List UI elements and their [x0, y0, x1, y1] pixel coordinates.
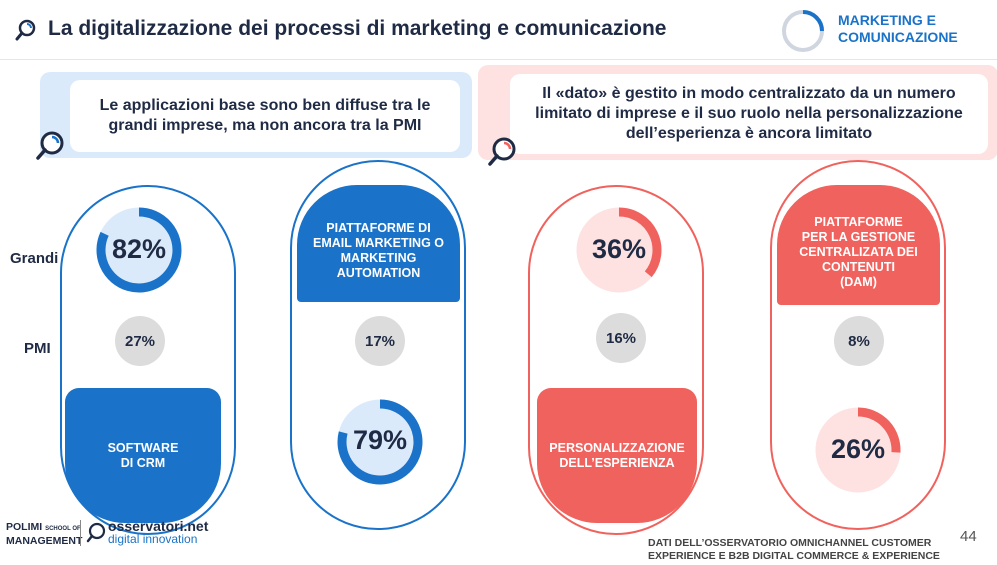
row-label-grandi: Grandi [10, 250, 59, 267]
grandi-value-dam: 26% [830, 434, 886, 464]
pmi-value-personalizzazione: 16% [596, 313, 646, 363]
callout-left: Le applicazioni base sono ben diffuse tr… [70, 80, 460, 152]
page-title: La digitalizzazione dei processi di mark… [48, 17, 667, 40]
pmi-value-crm: 27% [115, 316, 165, 366]
magnifier-icon [34, 130, 66, 167]
search-icon [14, 18, 38, 47]
section-ring-icon [780, 8, 826, 59]
category-box-dam: PIATTAFORME PER LA GESTIONE CENTRALIZATA… [777, 185, 940, 305]
page-number: 44 [960, 528, 977, 545]
pmi-value-dam: 8% [834, 316, 884, 366]
column-outline-dam [770, 160, 946, 530]
logo-osservatori: osservatori.net digital innovation [108, 518, 209, 546]
grandi-value-personalizzazione: 36% [591, 234, 647, 264]
category-box-personalizzazione: PERSONALIZZAZIONE DELL’ESPERIENZA [537, 388, 697, 523]
source-note: DATI DELL’OSSERVATORIO OMNICHANNEL CUSTO… [648, 537, 940, 562]
title-bar [0, 0, 997, 60]
column-outline-email [290, 160, 466, 530]
row-label-pmi: PMI [24, 340, 51, 357]
logo-polimi: POLIMI SCHOOL OF MANAGEMENT [6, 521, 83, 547]
callout-right: Il «dato» è gestito in modo centralizzat… [510, 74, 988, 154]
grandi-value-email: 79% [352, 425, 408, 455]
pmi-value-email: 17% [355, 316, 405, 366]
logo-divider [80, 520, 81, 546]
column-outline-personalizzazione [528, 185, 704, 535]
grandi-value-crm: 82% [111, 234, 167, 264]
column-outline-crm [60, 185, 236, 535]
category-box-crm: SOFTWARE DI CRM [65, 388, 221, 523]
osservatori-logo-icon [86, 522, 106, 549]
category-box-email: PIATTAFORME DI EMAIL MARKETING O MARKETI… [297, 185, 460, 302]
magnifier-icon [486, 136, 518, 173]
section-label: MARKETING E COMUNICAZIONE [838, 12, 958, 45]
